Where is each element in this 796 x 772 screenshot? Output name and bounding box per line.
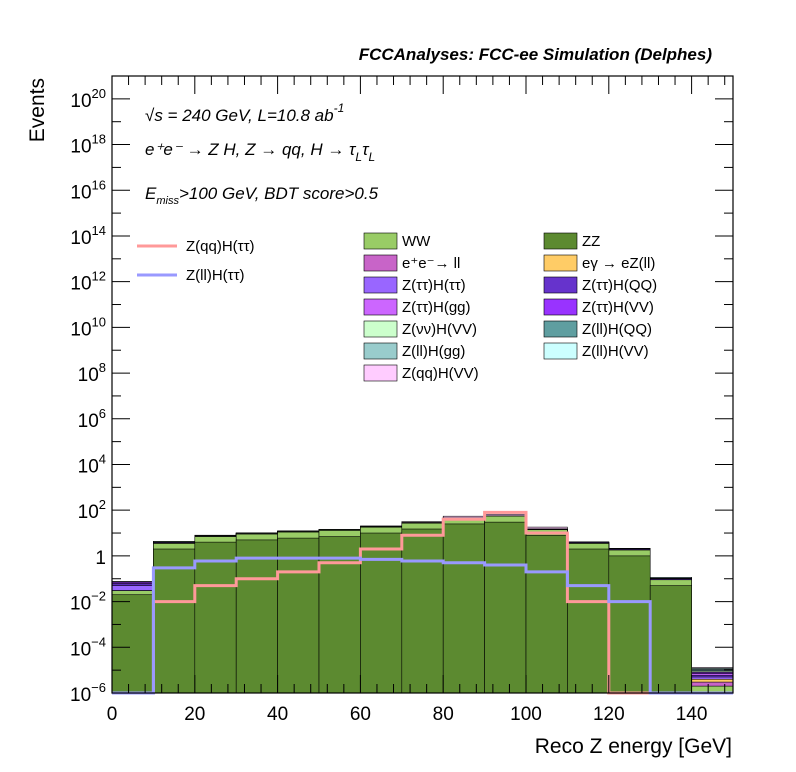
bar: [111, 594, 154, 694]
legend-item: Z(ττ)H(gg): [363, 298, 471, 316]
overlay-line: [112, 556, 733, 695]
y-tick-label: 10−2: [70, 589, 106, 615]
legend-item-line: Z(qq)H(ττ): [137, 238, 255, 255]
y-tick-label: 104: [78, 451, 106, 477]
legend-swatch: [543, 298, 578, 316]
y-tick-label: 1010: [70, 314, 106, 340]
legend-item: Z(ττ)H(VV): [543, 298, 654, 316]
legend-label: e⁺e⁻→ ll: [402, 255, 460, 272]
bar: [153, 548, 196, 694]
y-tick-label: 1012: [70, 269, 106, 295]
legend-label: Z(qq)H(ττ): [186, 238, 255, 255]
legend-item: Z(ll)H(QQ): [543, 320, 652, 338]
legend-item: Z(ττ)H(ττ): [363, 276, 466, 294]
legend: Z(qq)H(ττ) Z(ll)H(ττ) WW ZZ e⁺e⁻→ ll eγ → eZ(…: [137, 232, 657, 382]
y-axis-label: Events: [26, 78, 49, 142]
legend-swatch: [363, 298, 398, 316]
legend-label: Z(ll)H(QQ): [582, 321, 652, 338]
y-tick-label: 1016: [70, 177, 106, 203]
legend-label: WW: [402, 233, 431, 250]
legend-label: Z(ττ)H(VV): [582, 299, 654, 316]
x-tick-label: 20: [184, 704, 205, 725]
y-tick-label: 1: [95, 548, 106, 569]
x-tick-label: 0: [107, 704, 118, 725]
x-tick-label: 40: [267, 704, 288, 725]
legend-label: Z(qq)H(VV): [402, 365, 479, 382]
legend-label: Z(νν)H(VV): [402, 321, 477, 338]
bar: [608, 555, 651, 694]
bar: [442, 523, 485, 694]
annotation-selection: Emiss>100 GeV, BDT score>0.5: [145, 184, 379, 207]
legend-swatch: [363, 254, 398, 272]
bar: [360, 532, 403, 694]
y-tick-label: 1014: [70, 223, 106, 249]
stack-series: [111, 521, 692, 694]
y-tick-label: 10−6: [70, 680, 106, 706]
bar: [235, 539, 278, 694]
annotations: √s = 240 GeV, L=10.8 ab-1 e⁺e⁻ → Z H, Z …: [145, 101, 379, 207]
overlay-layer: [112, 510, 733, 695]
stack-layer: [111, 513, 734, 694]
legend-swatch: [363, 320, 398, 338]
y-tick-label: 10−4: [70, 634, 106, 660]
x-tick-label: 80: [433, 704, 454, 725]
legend-item-line: Z(ll)H(ττ): [137, 267, 245, 284]
legend-item: eγ → eZ(ll): [543, 254, 655, 272]
y-tick-label: 106: [78, 406, 106, 432]
chart-title: FCCAnalyses: FCC-ee Simulation (Delphes): [359, 45, 713, 64]
legend-swatch: [543, 232, 578, 250]
bar: [401, 528, 444, 694]
bar: [649, 585, 692, 694]
x-tick-labels: 0 20 40 60 80 100 120 140: [107, 704, 708, 725]
legend-swatch: [543, 254, 578, 272]
y-tick-label: 1018: [70, 132, 106, 158]
legend-label: Z(ττ)H(ττ): [402, 277, 466, 294]
legend-item: Z(ll)H(VV): [543, 342, 649, 360]
legend-label: Z(ττ)H(QQ): [582, 277, 657, 294]
bar: [484, 521, 527, 694]
x-tick-label: 120: [593, 704, 625, 725]
legend-label: Z(ll)H(gg): [402, 343, 465, 360]
legend-swatch: [543, 342, 578, 360]
legend-swatch: [543, 320, 578, 338]
legend-label: eγ → eZ(ll): [582, 255, 655, 272]
y-tick-label: 108: [78, 360, 106, 386]
legend-label: Z(ll)H(ττ): [186, 267, 245, 284]
legend-item: Z(qq)H(VV): [363, 364, 479, 382]
legend-label: Z(ll)H(VV): [582, 343, 649, 360]
legend-item: e⁺e⁻→ ll: [363, 254, 460, 272]
legend-label: Z(ττ)H(gg): [402, 299, 471, 316]
bar: [277, 537, 320, 694]
x-tick-label: 140: [676, 704, 708, 725]
legend-swatch: [363, 342, 398, 360]
y-tick-label: 102: [78, 497, 106, 523]
overlay-line: [112, 510, 733, 695]
legend-item: WW: [363, 232, 431, 250]
legend-item: Z(ττ)H(QQ): [543, 276, 657, 294]
y-tick-label: 1020: [70, 86, 106, 112]
legend-swatch: [363, 276, 398, 294]
plot-frame: [111, 75, 734, 694]
annotation-process: e⁺e⁻ → Z H, Z → qq, H → τLτL: [145, 140, 375, 164]
y-tick-labels: 10−6 10−4 10−2 1 102 104 106 108 1010 1012 1014 101…: [70, 86, 106, 706]
legend-item: Z(νν)H(VV): [363, 320, 477, 338]
legend-swatch: [543, 276, 578, 294]
annotation-energy-lumi: √s = 240 GeV, L=10.8 ab-1: [145, 101, 344, 125]
legend-swatch: [363, 364, 398, 382]
legend-label: ZZ: [582, 233, 600, 250]
bar: [525, 534, 568, 694]
legend-item: Z(ll)H(gg): [363, 342, 465, 360]
bar: [567, 548, 610, 694]
bar: [318, 536, 361, 694]
x-axis-label: Reco Z energy [GeV]: [535, 735, 732, 758]
bar: [194, 541, 237, 694]
x-tick-label: 60: [350, 704, 371, 725]
legend-swatch: [363, 232, 398, 250]
ticks-layer: [111, 75, 733, 694]
x-tick-label: 100: [510, 704, 542, 725]
legend-item: ZZ: [543, 232, 600, 250]
